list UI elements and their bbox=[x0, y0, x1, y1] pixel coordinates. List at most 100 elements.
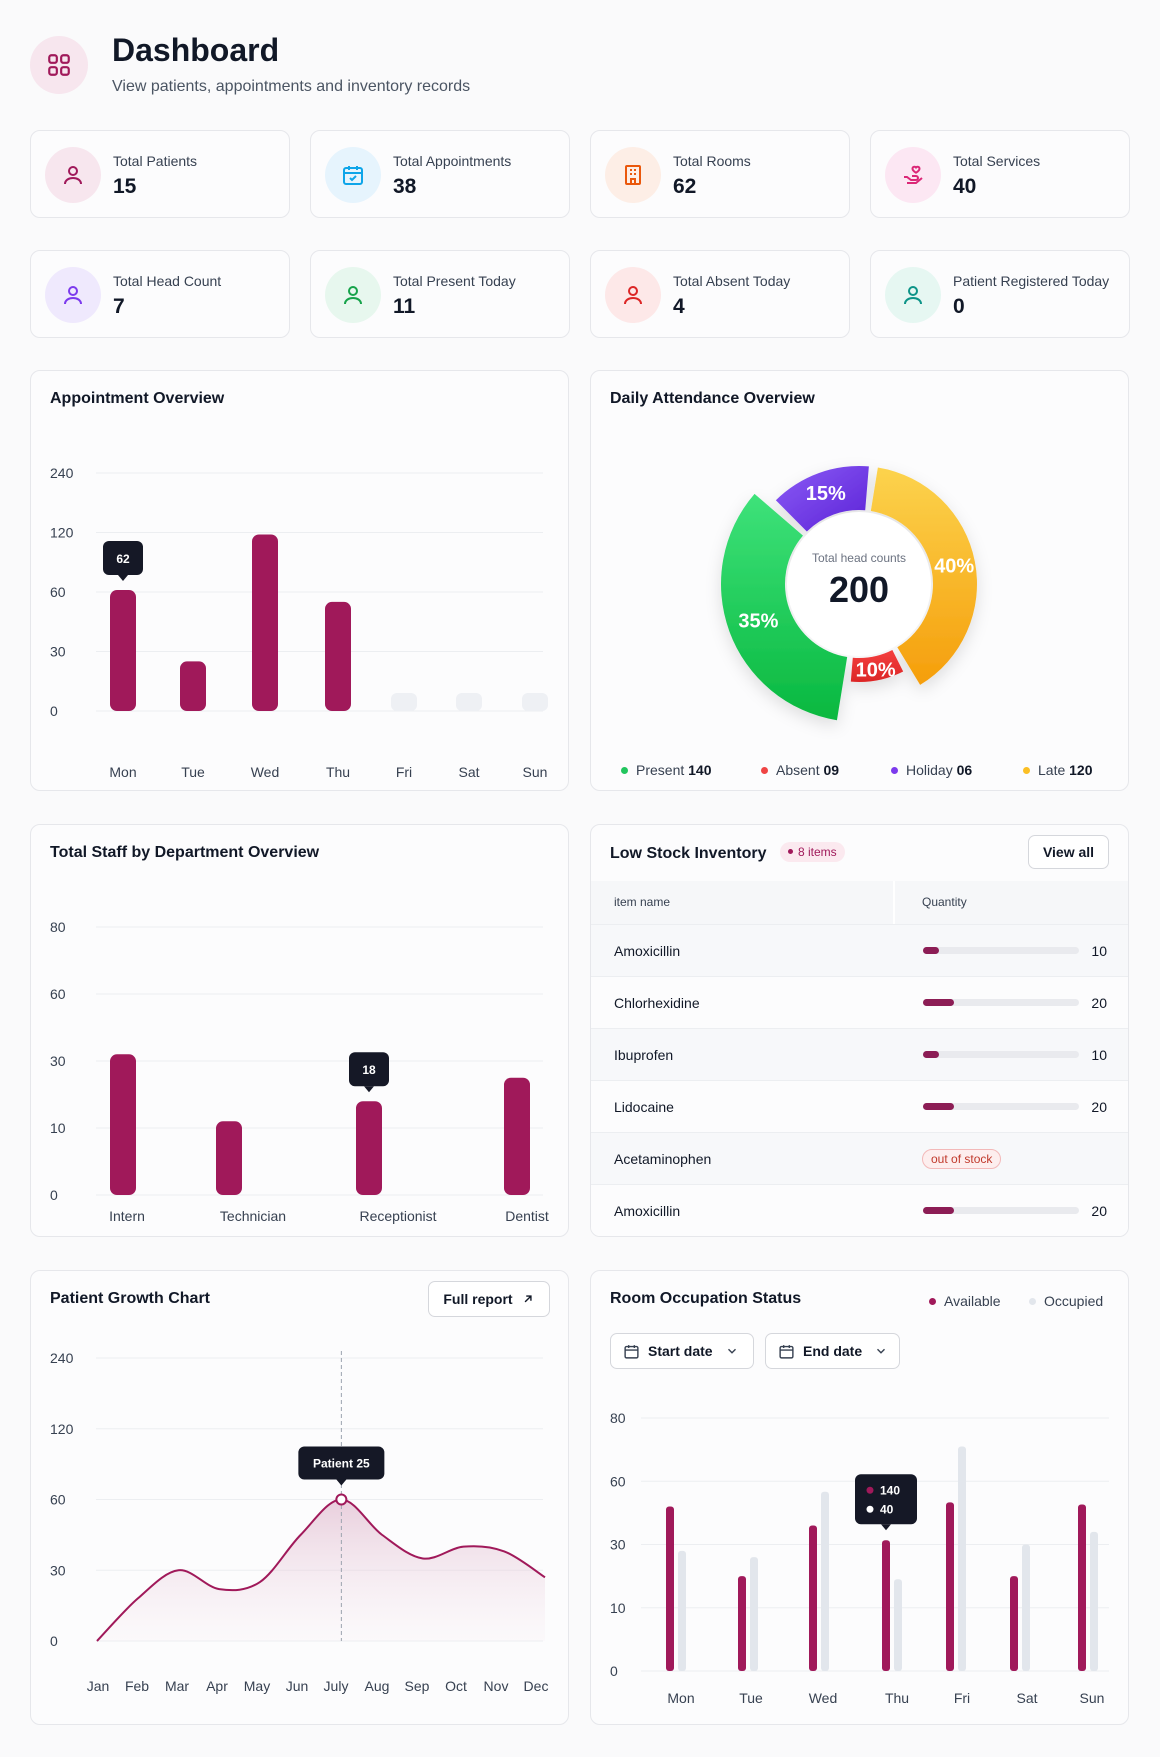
x-tick-label: Nov bbox=[484, 1678, 509, 1694]
growth-point[interactable] bbox=[335, 1493, 348, 1506]
y-tick-label: 0 bbox=[50, 1187, 58, 1203]
appointment-bar[interactable] bbox=[252, 534, 278, 711]
end-date-select[interactable]: End date bbox=[765, 1333, 900, 1369]
stock-bar bbox=[923, 1103, 1079, 1110]
appointment-bar-empty[interactable] bbox=[391, 693, 417, 711]
staff-bar[interactable] bbox=[216, 1121, 242, 1195]
stat-value: 15 bbox=[113, 175, 137, 198]
x-tick-label: Jan bbox=[87, 1678, 110, 1694]
rooms-title: Room Occupation Status bbox=[610, 1290, 802, 1307]
appointment-bar[interactable] bbox=[325, 601, 351, 711]
donut-slice-present[interactable] bbox=[721, 493, 848, 721]
available-bar[interactable] bbox=[738, 1576, 746, 1671]
available-bar[interactable] bbox=[809, 1525, 817, 1671]
x-tick-label: Apr bbox=[206, 1678, 228, 1694]
items-badge: 8 items bbox=[780, 842, 845, 862]
table-row[interactable]: Amoxicillin 20 bbox=[591, 1184, 1128, 1236]
donut-slice-late[interactable] bbox=[870, 467, 977, 685]
stat-label: Total Rooms bbox=[673, 153, 751, 169]
occupied-bar[interactable] bbox=[894, 1579, 902, 1671]
table-row[interactable]: Chlorhexidine 20 bbox=[591, 976, 1128, 1028]
page-title: Dashboard bbox=[112, 32, 280, 68]
donut-slice-label: 15% bbox=[806, 483, 846, 505]
x-tick-label: Tue bbox=[739, 1690, 763, 1706]
available-bar[interactable] bbox=[1010, 1576, 1018, 1671]
y-tick-label: 80 bbox=[610, 1410, 626, 1426]
appointment-bar[interactable] bbox=[110, 590, 136, 711]
item-qty: 20 bbox=[1091, 1203, 1107, 1219]
items-badge-text: 8 items bbox=[798, 845, 837, 859]
donut-slice-label: 40% bbox=[934, 555, 974, 577]
user-icon bbox=[325, 267, 381, 323]
occupied-bar[interactable] bbox=[1022, 1544, 1030, 1672]
item-name: Lidocaine bbox=[614, 1099, 674, 1115]
stat-card: Total Patients 15 bbox=[30, 130, 290, 218]
stat-value: 7 bbox=[113, 295, 125, 318]
x-tick-label: Feb bbox=[125, 1678, 149, 1694]
stat-label: Total Absent Today bbox=[673, 273, 791, 289]
stock-bar-fill bbox=[923, 947, 939, 954]
growth-tooltip: Patient 25 bbox=[298, 1446, 385, 1486]
x-tick-label: Mon bbox=[109, 764, 136, 780]
occupied-bar[interactable] bbox=[678, 1550, 686, 1671]
item-qty: 10 bbox=[1091, 943, 1107, 959]
table-row[interactable]: Acetaminophen out of stock bbox=[591, 1132, 1128, 1184]
full-report-button[interactable]: Full report bbox=[428, 1281, 550, 1317]
x-tick-label: July bbox=[324, 1678, 349, 1694]
stat-value: 11 bbox=[393, 295, 416, 318]
inventory-card: Low Stock Inventory 8 items View all ite… bbox=[590, 824, 1129, 1237]
occupied-bar[interactable] bbox=[958, 1446, 966, 1671]
donut-slice-label: 10% bbox=[856, 659, 896, 681]
tooltip-occupied-dot bbox=[866, 1505, 874, 1513]
available-bar[interactable] bbox=[882, 1540, 890, 1671]
donut-slice-absent[interactable] bbox=[850, 650, 904, 682]
table-row[interactable]: Ibuprofen 10 bbox=[591, 1028, 1128, 1080]
table-row[interactable]: Lidocaine 20 bbox=[591, 1080, 1128, 1132]
absent-dot bbox=[761, 766, 768, 774]
badge-dot bbox=[788, 849, 793, 855]
occupied-bar[interactable] bbox=[821, 1491, 829, 1671]
chevron-down-icon bbox=[727, 1348, 736, 1354]
item-qty: 10 bbox=[1091, 1047, 1107, 1063]
growth-chart: 240 120 60 30 0 Jan Feb Mar Apr May Jun July Aug Sep O… bbox=[50, 1350, 548, 1694]
available-bar[interactable] bbox=[666, 1506, 674, 1671]
item-qty: 20 bbox=[1091, 995, 1107, 1011]
x-tick-label: Receptionist bbox=[359, 1208, 436, 1224]
appointment-bar-empty[interactable] bbox=[522, 693, 548, 711]
y-tick-label: 30 bbox=[610, 1537, 626, 1553]
staff-bar[interactable] bbox=[110, 1054, 136, 1195]
staff-bar[interactable] bbox=[356, 1101, 382, 1195]
start-date-select[interactable]: Start date bbox=[610, 1333, 754, 1369]
occupied-bar[interactable] bbox=[1090, 1531, 1098, 1671]
x-tick-label: Oct bbox=[445, 1678, 467, 1694]
item-name: Chlorhexidine bbox=[614, 995, 700, 1011]
stat-value: 4 bbox=[673, 295, 685, 318]
y-tick-label: 120 bbox=[50, 525, 74, 541]
growth-line[interactable] bbox=[96, 1498, 546, 1642]
legend-holiday-label: Holiday bbox=[906, 762, 953, 778]
chevron-down-icon bbox=[877, 1348, 886, 1354]
hand-heart-icon bbox=[885, 147, 941, 203]
legend-present-value: 140 bbox=[688, 762, 712, 778]
y-tick-label: 10 bbox=[50, 1120, 66, 1136]
col-divider bbox=[893, 881, 895, 924]
available-bar[interactable] bbox=[946, 1502, 954, 1671]
stat-label: Total Present Today bbox=[393, 273, 516, 289]
x-tick-label: Wed bbox=[251, 764, 280, 780]
view-all-button[interactable]: View all bbox=[1028, 835, 1109, 869]
table-row[interactable]: Amoxicillin 10 bbox=[591, 924, 1128, 976]
available-bar[interactable] bbox=[1078, 1504, 1086, 1671]
y-tick-label: 60 bbox=[50, 584, 66, 600]
calendar-icon bbox=[624, 1344, 639, 1359]
staff-tooltip-value: 18 bbox=[362, 1063, 376, 1077]
y-tick-label: 10 bbox=[610, 1600, 626, 1616]
x-tick-label: Mon bbox=[667, 1690, 694, 1706]
staff-bar[interactable] bbox=[504, 1077, 530, 1195]
donut-slice-holiday[interactable] bbox=[775, 466, 869, 532]
col-item-name: item name bbox=[614, 895, 671, 909]
occupied-bar[interactable] bbox=[750, 1557, 758, 1671]
user-icon bbox=[45, 267, 101, 323]
appointment-bar[interactable] bbox=[180, 661, 206, 711]
appointment-bar-empty[interactable] bbox=[456, 693, 482, 711]
